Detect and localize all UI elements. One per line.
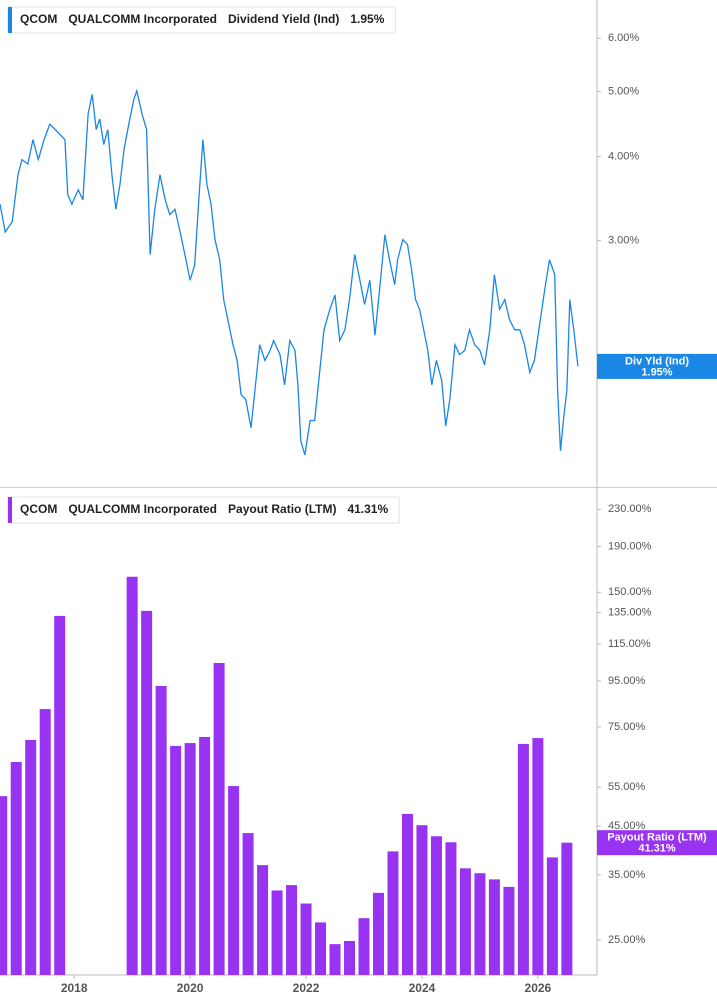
value-callout: [597, 830, 717, 856]
bar: [401, 813, 413, 975]
bar: [546, 857, 558, 975]
bar: [184, 743, 196, 975]
bar: [372, 892, 384, 975]
y-tick-label: 55.00%: [608, 781, 646, 793]
bar: [430, 836, 442, 975]
callout-value: 41.31%: [638, 843, 676, 855]
bar: [155, 685, 167, 975]
bar: [199, 736, 211, 975]
x-tick-label: 2020: [177, 981, 204, 995]
y-tick-label: 115.00%: [608, 638, 651, 650]
bar: [561, 842, 573, 975]
y-tick-label: 150.00%: [608, 586, 652, 598]
bar: [10, 761, 22, 975]
bar: [329, 944, 341, 975]
y-tick-label: 45.00%: [608, 820, 646, 832]
legend-swatch: [8, 497, 12, 523]
legend-text: QUALCOMM Incorporated: [68, 502, 217, 516]
y-tick-label: 6.00%: [608, 32, 639, 44]
bar: [242, 833, 254, 975]
y-tick-label: 75.00%: [608, 721, 646, 733]
bar: [474, 873, 486, 975]
y-tick-label: 5.00%: [608, 85, 639, 97]
bar: [315, 922, 327, 975]
line: [0, 88, 579, 456]
x-tick-label: 2018: [61, 981, 88, 995]
bar: [141, 610, 153, 975]
bar: [213, 663, 225, 975]
bar: [286, 885, 298, 975]
y-tick-label: 4.00%: [608, 151, 639, 163]
y-tick-label: 190.00%: [608, 540, 652, 552]
y-tick-label: 135.00%: [608, 607, 652, 619]
bar: [271, 890, 283, 975]
x-tick-label: 2022: [293, 981, 320, 995]
legend-text: QCOM: [20, 12, 57, 26]
y-tick-label: 3.00%: [608, 235, 639, 247]
legend-text: Dividend Yield (Ind): [228, 12, 339, 26]
x-tick-label: 2024: [409, 981, 436, 995]
bar: [300, 903, 312, 975]
legend-text: 41.31%: [347, 502, 388, 516]
bar: [170, 745, 182, 975]
bar: [358, 918, 370, 975]
legend-text: Payout Ratio (LTM): [228, 502, 336, 516]
legend-text: QCOM: [20, 502, 57, 516]
callout-value: 1.95%: [641, 366, 672, 378]
legend: QCOM QUALCOMM Incorporated Dividend Yield …: [7, 6, 396, 34]
value-callout: [597, 353, 717, 379]
legend-swatch: [8, 7, 12, 33]
bar: [344, 940, 356, 975]
bar: [0, 796, 8, 975]
bar: [503, 886, 515, 975]
legend-text: QUALCOMM Incorporated: [68, 12, 217, 26]
bar: [445, 842, 457, 975]
y-tick-label: 25.00%: [608, 934, 646, 946]
legend-box: [7, 496, 400, 524]
bar: [459, 868, 471, 975]
callout-name: Payout Ratio (LTM): [607, 832, 707, 844]
bar: [387, 851, 399, 975]
bar: [488, 879, 500, 975]
bar: [257, 865, 269, 975]
bar: [416, 825, 428, 975]
legend: QCOM QUALCOMM Incorporated Payout Ratio (L…: [7, 496, 400, 524]
bar: [25, 739, 37, 975]
bar: [228, 786, 240, 975]
x-tick-label: 2026: [525, 981, 552, 995]
bar: [532, 738, 544, 975]
bar: [126, 576, 138, 975]
bar: [517, 743, 529, 975]
y-tick-label: 230.00%: [608, 503, 652, 515]
legend-text: 1.95%: [350, 12, 384, 26]
bar: [54, 615, 66, 975]
callout-name: Div Yld (Ind): [625, 355, 689, 367]
y-tick-label: 35.00%: [608, 869, 646, 881]
y-tick-label: 95.00%: [608, 675, 646, 687]
bar: [39, 709, 51, 975]
